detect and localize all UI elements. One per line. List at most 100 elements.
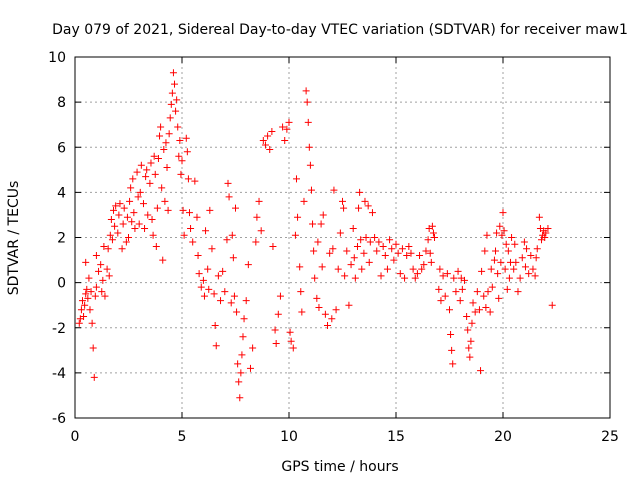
- data-point: [83, 285, 91, 293]
- data-point: [458, 285, 466, 293]
- data-point: [426, 249, 434, 257]
- data-point: [424, 236, 432, 244]
- data-point: [501, 265, 509, 273]
- data-point: [531, 272, 539, 280]
- data-point: [173, 96, 181, 104]
- data-point: [441, 292, 449, 300]
- data-point: [177, 170, 185, 178]
- data-point: [92, 252, 100, 260]
- data-point: [84, 294, 92, 302]
- data-point: [473, 288, 481, 296]
- data-point: [495, 294, 503, 302]
- data-point: [133, 168, 141, 176]
- data-point: [317, 220, 325, 228]
- data-point: [329, 245, 337, 253]
- data-point: [237, 369, 245, 377]
- data-point: [398, 245, 406, 253]
- data-point: [350, 254, 358, 262]
- data-point: [340, 204, 348, 212]
- data-point: [368, 209, 376, 217]
- data-point: [240, 315, 248, 323]
- data-point: [107, 215, 115, 223]
- data-point: [259, 136, 267, 144]
- data-point: [184, 175, 192, 183]
- data-point: [146, 179, 154, 187]
- data-point: [521, 263, 529, 271]
- data-point: [183, 148, 191, 156]
- data-point: [178, 157, 186, 165]
- data-point: [211, 321, 219, 329]
- data-point: [481, 247, 489, 255]
- data-point: [123, 213, 131, 221]
- data-point: [465, 344, 473, 352]
- data-point: [224, 179, 232, 187]
- y-tick-label: -4: [52, 366, 66, 382]
- data-point: [131, 224, 139, 232]
- data-point: [127, 184, 135, 192]
- data-point: [365, 258, 373, 266]
- data-point: [101, 292, 109, 300]
- data-point: [163, 164, 171, 172]
- data-point: [475, 306, 483, 314]
- data-point: [535, 213, 543, 221]
- data-point: [179, 206, 187, 214]
- data-point: [307, 186, 315, 194]
- data-point: [189, 238, 197, 246]
- data-point: [135, 220, 143, 228]
- data-point: [289, 344, 297, 352]
- data-point: [523, 245, 531, 253]
- data-point: [137, 161, 145, 169]
- data-point: [90, 373, 98, 381]
- data-point: [431, 234, 439, 241]
- x-tick-label: 20: [494, 429, 512, 445]
- data-point: [510, 265, 518, 273]
- data-point: [411, 274, 419, 282]
- data-point: [422, 247, 430, 255]
- data-point: [527, 252, 535, 260]
- data-point: [493, 229, 501, 237]
- y-tick-label: 4: [57, 185, 66, 201]
- data-point: [343, 247, 351, 255]
- data-point: [195, 270, 203, 278]
- data-point: [148, 215, 156, 223]
- data-point: [182, 134, 190, 142]
- data-point: [403, 252, 411, 260]
- data-point: [347, 261, 355, 269]
- data-point: [429, 229, 437, 237]
- data-point: [304, 118, 312, 126]
- data-point: [330, 186, 338, 194]
- data-point: [544, 224, 552, 232]
- data-point: [239, 333, 247, 341]
- data-point: [362, 234, 370, 241]
- x-tick-label: 25: [601, 429, 619, 445]
- data-point: [336, 229, 344, 237]
- data-point: [205, 285, 213, 293]
- data-point: [504, 247, 512, 255]
- chart-title: Day 079 of 2021, Sidereal Day-to-day VTE…: [52, 22, 628, 38]
- data-point: [520, 238, 528, 246]
- data-point: [143, 166, 151, 174]
- data-point: [420, 261, 428, 269]
- data-point: [361, 197, 369, 205]
- data-point: [174, 123, 182, 131]
- data-point: [447, 331, 455, 339]
- data-point: [165, 130, 173, 138]
- data-point: [334, 265, 342, 273]
- data-point: [171, 80, 179, 88]
- data-point: [468, 319, 476, 327]
- data-point: [144, 211, 152, 219]
- y-tick-labels: -6 -4 -2 0 2 4 6 8 10: [48, 50, 66, 427]
- data-point: [246, 364, 254, 372]
- data-point: [95, 267, 103, 275]
- data-point: [409, 265, 417, 273]
- data-point: [407, 249, 415, 257]
- data-point: [533, 245, 541, 253]
- data-point: [125, 234, 132, 241]
- data-point: [315, 303, 323, 311]
- data-point: [383, 265, 391, 273]
- data-point: [483, 231, 491, 239]
- data-point: [319, 211, 327, 219]
- data-point: [339, 197, 346, 205]
- data-point: [469, 299, 477, 307]
- data-point: [487, 265, 495, 273]
